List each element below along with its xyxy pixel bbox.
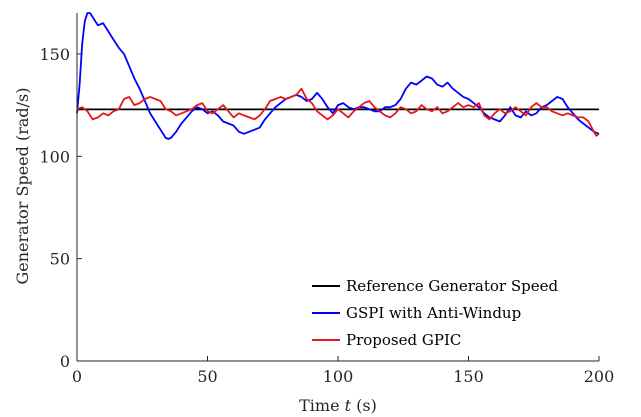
x-tick-label: 50 bbox=[197, 367, 217, 386]
series-line-1 bbox=[76, 12, 600, 140]
x-label-pre: Time bbox=[299, 396, 345, 415]
legend: Reference Generator Speed GSPI with Anti-… bbox=[306, 270, 592, 356]
x-label-unit: (s) bbox=[351, 396, 377, 415]
y-tick-label: 50 bbox=[50, 250, 70, 269]
x-tick-label: 200 bbox=[584, 367, 615, 386]
tick-labels: 0 50 100 150 200 0 50 100 150 bbox=[39, 45, 614, 386]
y-tick-label: 100 bbox=[39, 147, 70, 166]
x-label-var: t bbox=[345, 396, 352, 415]
y-tick-label: 150 bbox=[39, 45, 70, 64]
y-axis-label: Generator Speed (rad/s) bbox=[13, 88, 32, 285]
x-tick-label: 100 bbox=[323, 367, 354, 386]
legend-label-2: Proposed GPIC bbox=[346, 331, 461, 349]
series-line-2 bbox=[76, 87, 600, 137]
x-tick-label: 150 bbox=[453, 367, 484, 386]
legend-label-1: GSPI with Anti-Windup bbox=[346, 304, 521, 322]
x-axis-label: Time t (s) bbox=[299, 396, 377, 415]
legend-label-0: Reference Generator Speed bbox=[346, 277, 558, 295]
x-tick-label: 0 bbox=[72, 367, 82, 386]
y-tick-label: 0 bbox=[60, 352, 70, 371]
plot-lines bbox=[76, 12, 600, 140]
legend-box bbox=[306, 270, 592, 356]
tick-marks bbox=[76, 53, 600, 362]
